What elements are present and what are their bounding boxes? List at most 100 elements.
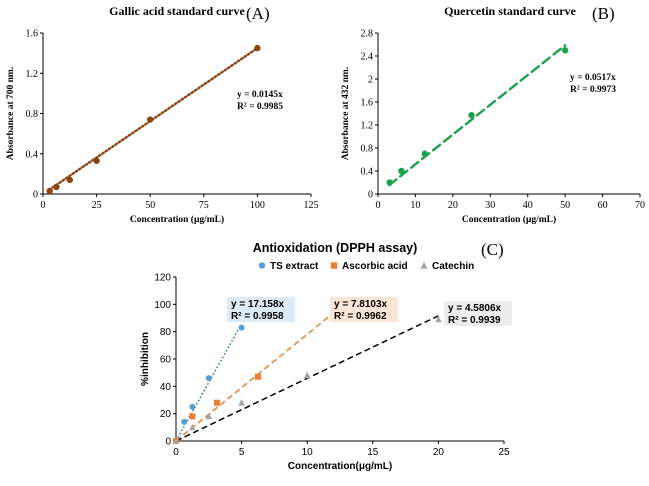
legend-ts-extract-label: TS extract [270,261,319,272]
chart-c-y-tick-label: 60 [160,355,172,366]
chart-c-point-ascorbic-acid [255,373,261,380]
chart-a-point [254,44,261,52]
chart-a-y-label: Absorbance at 700 nm. [6,67,16,160]
chart-a-point [53,183,60,191]
chart-c-x-tick-label: 25 [498,447,510,458]
chart-a-y-tick-label: 1.2 [26,69,39,80]
chart-a-point [147,116,154,123]
panel-letter-a: (A) [246,4,270,23]
chart-c-r2-catechin: R² = 0.9939 [448,315,501,326]
chart-a-x-tick-label: 100 [250,200,265,211]
chart-c-point-ascorbic-acid [189,413,196,420]
chart-c-point-catechin [189,423,196,431]
chart-c-r2-ascorbic-acid: R² = 0.9962 [334,311,387,322]
chart-c-y-tick-label: 100 [154,300,171,311]
chart-b-point [468,112,475,119]
chart-c-x-tick-label: 0 [173,447,179,458]
chart-c-equation-ascorbic-acid: y = 7.8103x [334,299,388,310]
chart-b-r2: R² = 0.9973 [570,85,616,95]
chart-c-point-ts-extract [205,375,212,382]
chart-c-point-catechin [205,412,213,420]
chart-a-title: Gallic acid standard curve [109,4,245,18]
chart-c-point-catechin [172,437,180,444]
chart-b-x-label: Concentration (μg/mL) [462,214,556,225]
chart-c-x-tick-label: 5 [239,447,245,458]
chart-a-point [46,187,53,195]
chart-c-x-tick-label: 20 [433,447,445,458]
legend-ascorbic-acid-marker [330,262,338,269]
chart-c-point-ts-extract [189,403,196,410]
chart-a-x-label: Concentration (μg/mL) [130,214,224,225]
chart-c-equation-box-catechin [444,301,512,326]
chart-c-y-tick-label: 40 [160,382,172,393]
chart-c-y-tick-label: 120 [154,273,171,284]
legend-catechin-label: Catechin [432,261,474,272]
chart-b-x-tick-label: 60 [598,200,608,211]
chart-b-x-tick-label: 0 [376,200,381,211]
chart-b-x-tick-label: 70 [635,200,645,211]
chart-c-y-tick-label: 20 [160,409,172,420]
chart-a-x-tick-label: 0 [41,200,46,211]
chart-b-title: Quercetin standard curve [444,4,576,18]
chart-a-r2: R² = 0.9985 [237,102,283,112]
chart-c-point-catechin [303,371,311,379]
chart-b-y-label: Absorbance at 432 nm. [341,67,351,160]
chart-b-y-tick-label: 1.2 [361,121,374,132]
chart-b-y-tick-label: 2.4 [361,52,374,63]
chart-c-title: Antioxidation (DPPH assay) [253,241,418,255]
chart-c-equation-box-ts-extract [227,297,295,322]
chart-b-equation: y = 0.0517x [570,73,616,83]
chart-c-x-tick-label: 10 [302,447,314,458]
chart-a-x-tick-label: 125 [304,200,319,211]
chart-c-equation-box-ascorbic-acid [330,297,398,322]
chart-c-x-tick-label: 15 [367,447,379,458]
chart-c-point-ascorbic-acid [214,399,220,406]
chart-b-y-tick-label: 2 [368,75,373,86]
chart-a-trendline [48,46,259,191]
chart-b-y-tick-label: 0 [368,190,373,201]
chart-a-equation: y = 0.0145x [237,90,283,100]
chart-a-point [66,176,74,184]
chart-b-point [398,167,405,175]
chart-c-point-ts-extract [238,324,245,331]
chart-a-point [93,157,100,164]
chart-c-equation-catechin: y = 4.5806x [448,303,502,314]
chart-a-x-tick-label: 50 [145,200,155,211]
chart-c-trendline-ts-extract [175,328,240,442]
chart-b-y-tick-label: 0.8 [361,144,374,155]
chart-a-x-tick-label: 25 [92,200,102,211]
chart-b-point [386,179,393,186]
chart-c-point-ts-extract [181,418,188,425]
chart-b-point [561,47,569,54]
chart-a-y-tick-label: 1.6 [26,29,39,40]
legend-ts-extract-marker [258,262,266,269]
chart-c-point-catechin [238,399,245,406]
chart-c-point-catechin [435,315,442,323]
chart-a-y-tick-label: 0.4 [26,149,39,160]
chart-b-point [421,150,428,157]
chart-c-trendline-catechin [175,315,439,442]
chart-b-x-tick-label: 30 [485,200,495,211]
chart-c-x-label: Concentration(μg/mL) [288,461,392,472]
chart-c-y-label: %inhibition [140,332,151,386]
chart-a-y-tick-label: 0.8 [26,109,39,120]
chart-b-y-tick-label: 0.4 [361,167,374,178]
chart-b-y-tick-label: 2.8 [361,29,374,40]
legend-ascorbic-acid-label: Ascorbic acid [342,261,408,272]
chart-b-x-tick-label: 20 [448,200,458,211]
legend-catechin-marker [420,261,428,269]
chart-b-x-tick-label: 50 [560,200,570,211]
chart-c-equation-ts-extract: y = 17.158x [231,299,285,310]
chart-c-r2-ts-extract: R² = 0.9958 [231,311,284,322]
chart-a-y-tick-label: 0 [33,190,38,201]
chart-c-y-tick-label: 0 [165,437,171,448]
chart-c-y-tick-label: 80 [160,327,172,338]
chart-a-x-tick-label: 75 [199,200,209,211]
panel-letter-c: (C) [481,240,504,259]
panel-letter-b: (B) [592,4,615,23]
chart-b-trendline [388,44,567,187]
chart-b-x-tick-label: 10 [410,200,420,211]
chart-b-y-tick-label: 1.6 [361,98,374,109]
chart-b-x-tick-label: 40 [523,200,533,211]
